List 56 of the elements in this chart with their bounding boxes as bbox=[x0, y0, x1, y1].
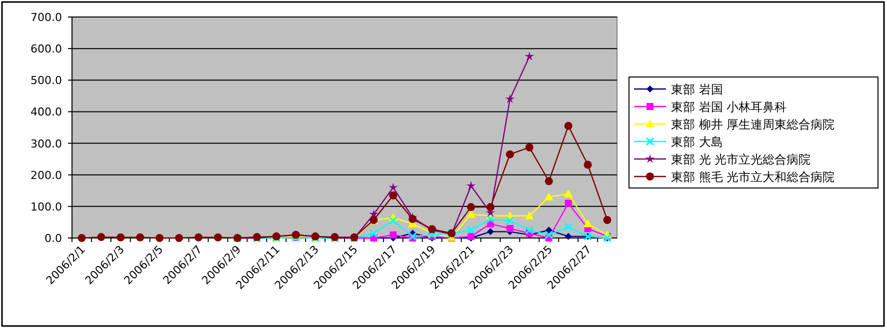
point bbox=[524, 211, 534, 220]
point bbox=[97, 233, 106, 242]
point bbox=[370, 229, 378, 238]
y-tick-label: 400.0 bbox=[30, 106, 62, 119]
point bbox=[136, 233, 144, 242]
point bbox=[388, 182, 398, 192]
point bbox=[544, 177, 553, 186]
legend-label: 東部 岩国 小林耳鼻科 bbox=[671, 100, 787, 114]
point bbox=[194, 233, 203, 242]
legend-label: 東部 熊毛 光市立大和総合病院 bbox=[671, 170, 835, 184]
point bbox=[390, 231, 397, 238]
point bbox=[466, 180, 476, 190]
point bbox=[175, 234, 184, 242]
point bbox=[408, 215, 417, 224]
point bbox=[524, 51, 534, 61]
point bbox=[584, 160, 592, 169]
point bbox=[78, 234, 86, 242]
legend-label: 東部 光 光市立光総合病院 bbox=[671, 152, 811, 166]
point bbox=[214, 233, 222, 242]
legend-label: 東部 大島 bbox=[671, 135, 723, 149]
y-tick-label: 200.0 bbox=[30, 168, 62, 182]
point bbox=[564, 122, 572, 130]
point bbox=[544, 192, 554, 200]
point bbox=[564, 222, 572, 231]
point bbox=[486, 203, 494, 212]
point bbox=[156, 234, 164, 242]
legend-label: 東部 岩国 bbox=[671, 82, 723, 96]
point bbox=[486, 228, 494, 236]
point bbox=[525, 226, 534, 234]
y-tick-label: 500.0 bbox=[30, 74, 62, 88]
point bbox=[389, 191, 398, 200]
point bbox=[467, 203, 476, 212]
point bbox=[544, 230, 553, 239]
point bbox=[564, 189, 573, 198]
y-tick-label: 700.0 bbox=[30, 11, 62, 24]
point bbox=[525, 143, 534, 152]
point bbox=[486, 215, 494, 224]
point bbox=[506, 150, 514, 158]
point bbox=[389, 216, 398, 225]
point bbox=[506, 216, 514, 225]
point bbox=[408, 232, 417, 240]
point bbox=[564, 200, 572, 207]
legend-label: 東部 柳井 厚生連周東総合病院 bbox=[671, 118, 835, 132]
y-tick-label: 0.0 bbox=[44, 232, 62, 245]
point bbox=[603, 216, 612, 224]
y-tick-label: 100.0 bbox=[30, 200, 62, 214]
point bbox=[545, 226, 552, 234]
point bbox=[583, 219, 592, 228]
point bbox=[564, 232, 572, 240]
y-tick-label: 300.0 bbox=[30, 137, 62, 150]
y-tick-label: 600.0 bbox=[30, 42, 62, 56]
point bbox=[467, 226, 476, 234]
point bbox=[506, 225, 514, 232]
point bbox=[505, 94, 515, 104]
point bbox=[116, 233, 125, 242]
point bbox=[466, 210, 476, 218]
